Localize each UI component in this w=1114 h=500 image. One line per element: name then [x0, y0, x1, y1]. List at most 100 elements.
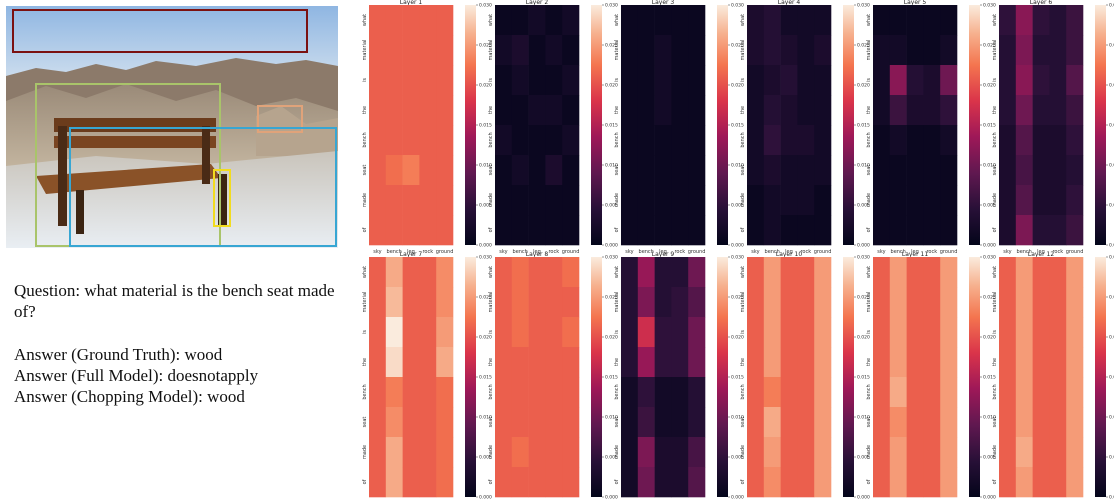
colorbar-tick-label: 0.000 — [857, 495, 870, 500]
heatmap-cell — [814, 5, 832, 36]
heatmap-cell — [688, 347, 706, 378]
colorbar-tick-label: 0.010 — [1109, 163, 1114, 169]
heatmap-cell — [923, 317, 941, 348]
heatmap-cell — [940, 95, 958, 126]
heatmap-cell — [402, 377, 420, 408]
heatmap-cell — [780, 467, 798, 498]
heatmap-cell — [1066, 35, 1084, 66]
y-tick-label: the — [866, 358, 872, 366]
heatmap-cell — [385, 65, 403, 96]
heatmap-cell — [747, 5, 765, 36]
colorbar-tick-label: 0.025 — [479, 43, 492, 49]
colorbar-tick-label: 0.005 — [605, 455, 618, 461]
y-tick-label: is — [866, 330, 872, 334]
heatmap-cell — [402, 347, 420, 378]
heatmap-cell — [889, 467, 907, 498]
heatmap-cell — [528, 347, 546, 378]
heatmap-cell — [419, 287, 437, 318]
heatmap-cell — [511, 377, 529, 408]
heatmap-cell — [999, 467, 1017, 498]
y-tick-label: seat — [740, 417, 746, 428]
heatmap-cell — [637, 65, 655, 96]
heatmap-cell — [780, 215, 798, 246]
x-tick-label: bench — [765, 249, 780, 255]
heatmap-cell — [545, 257, 563, 288]
heatmap-cell — [402, 95, 420, 126]
heatmap-cell — [621, 185, 639, 216]
heatmap-cell — [562, 287, 580, 318]
heatmap-cell — [621, 437, 639, 468]
y-tick-label: the — [866, 106, 872, 114]
y-tick-label: made — [362, 193, 368, 207]
heatmap-cell — [528, 95, 546, 126]
colorbar-tick-label: 0.020 — [605, 335, 618, 341]
heatmap-cell — [369, 155, 387, 186]
heatmap-cell — [562, 215, 580, 246]
heatmap-cell — [688, 125, 706, 156]
y-tick-label: material — [866, 292, 872, 313]
heatmap-cell — [545, 317, 563, 348]
heatmap-cell — [797, 347, 815, 378]
heatmap-cell — [1032, 377, 1050, 408]
colorbar-tick-label: 0.030 — [1109, 255, 1114, 261]
heatmap-cell — [436, 35, 454, 66]
colorbar-tick-label: 0.030 — [479, 3, 492, 9]
heatmap-cell — [906, 347, 924, 378]
heatmap-cell — [906, 257, 924, 288]
bench-scene-image — [6, 6, 338, 248]
heatmap-cell — [637, 5, 655, 36]
heatmap-cell — [873, 317, 891, 348]
heatmap-cell — [511, 347, 529, 378]
colorbar-tick-label: 0.015 — [731, 123, 744, 129]
heatmap-cell — [1049, 257, 1067, 288]
heatmap-cell — [495, 185, 513, 216]
heatmap-cell — [889, 35, 907, 66]
heatmap-cell — [1015, 155, 1033, 186]
heatmap-cell — [385, 377, 403, 408]
heatmap-cell — [637, 215, 655, 246]
heatmap-cell — [545, 35, 563, 66]
heatmap-cell — [419, 347, 437, 378]
y-tick-label: material — [362, 40, 368, 61]
heatmap-cell — [402, 125, 420, 156]
heatmap-cell — [747, 95, 765, 126]
panel-title: Layer 9 — [652, 251, 675, 258]
heatmap-cell — [797, 125, 815, 156]
heatmap-cell — [419, 35, 437, 66]
heatmap-cell — [747, 287, 765, 318]
heatmap-cell — [621, 35, 639, 66]
heatmap-cell — [495, 317, 513, 348]
heatmap-cell — [654, 35, 672, 66]
y-tick-label: bench — [740, 132, 746, 147]
heatmap-cell — [923, 95, 941, 126]
heatmap-cell — [873, 65, 891, 96]
heatmap-cell — [562, 317, 580, 348]
heatmap-cell — [545, 185, 563, 216]
heatmap-cell — [688, 95, 706, 126]
heatmap-cell — [562, 35, 580, 66]
heatmap-cell — [940, 467, 958, 498]
heatmap-cell — [419, 437, 437, 468]
heatmap-cell — [545, 155, 563, 186]
heatmap-cell — [562, 185, 580, 216]
heatmap-cell — [923, 377, 941, 408]
heatmap-cell — [545, 437, 563, 468]
heatmap-cell — [889, 95, 907, 126]
colorbar — [717, 257, 728, 497]
colorbar-tick-label: 0.020 — [605, 83, 618, 89]
heatmap-cell — [402, 155, 420, 186]
heatmap-cell — [545, 215, 563, 246]
colorbar-tick-label: 0.005 — [1109, 203, 1114, 209]
x-tick-label: rock — [548, 249, 559, 255]
colorbar-tick-label: 0.020 — [731, 83, 744, 89]
heatmap-cell — [402, 65, 420, 96]
heatmap-cell — [1066, 467, 1084, 498]
heatmap-cell — [402, 35, 420, 66]
heatmap-cell — [797, 95, 815, 126]
heatmap-cell — [999, 155, 1017, 186]
heatmap-cell — [688, 377, 706, 408]
heatmap-cell — [385, 407, 403, 438]
ground-area — [6, 151, 338, 248]
heatmap-cell — [369, 347, 387, 378]
heatmap-cell — [688, 155, 706, 186]
